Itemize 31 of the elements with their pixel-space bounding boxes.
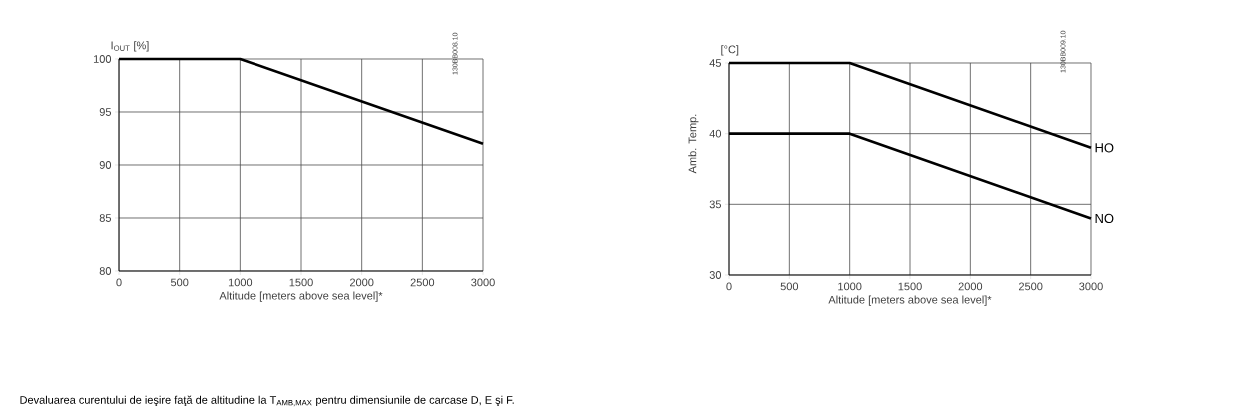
y-tick-label: 90 xyxy=(99,161,112,169)
y-tick-label: 35 xyxy=(709,200,721,209)
y-tick-label: 95 xyxy=(99,108,112,116)
series-label: NO xyxy=(1095,213,1114,224)
x-tick-label: 2500 xyxy=(1018,282,1043,291)
x-tick-label: 1000 xyxy=(228,278,253,287)
x-tick-label: 1500 xyxy=(898,282,922,291)
x-tick-label: 0 xyxy=(116,278,122,287)
y-tick-label: 45 xyxy=(709,59,721,67)
x-tick-label: 2000 xyxy=(958,282,983,291)
x-axis-title: Altitude [meters above sea level]* xyxy=(219,291,383,302)
x-tick-label: 500 xyxy=(780,282,799,291)
x-tick-label: 1500 xyxy=(289,278,313,287)
x-tick-label: 3000 xyxy=(1079,282,1103,291)
x-tick-label: 2500 xyxy=(410,278,435,287)
y-tick-label: 80 xyxy=(99,267,112,275)
chart-title: [°C] xyxy=(721,45,739,56)
x-tick-label: 0 xyxy=(726,282,732,291)
text: Devaluarea curentului de ieşire faţă de altitudine la T$_{AMB,MAX}$ pentru dimensiunile de carcase D, E şi F. xyxy=(20,395,514,407)
y-tick-label: 40 xyxy=(709,129,722,138)
x-tick-label: 1000 xyxy=(838,282,862,291)
x-axis-title: Altitude [meters above sea level]* xyxy=(828,295,992,306)
y-axis-title: I$_{OUT}$ [%] xyxy=(111,41,149,52)
y-tick-label: 85 xyxy=(99,214,112,222)
x-tick-label: 3000 xyxy=(471,278,495,287)
series-label: HO xyxy=(1095,143,1114,153)
x-tick-label: 2000 xyxy=(349,278,374,287)
y-tick-label: 30 xyxy=(709,271,722,279)
y-tick-label: 100 xyxy=(93,55,112,63)
x-tick-label: 500 xyxy=(170,278,189,287)
y-axis-title: Amb. Temp. xyxy=(688,114,699,174)
